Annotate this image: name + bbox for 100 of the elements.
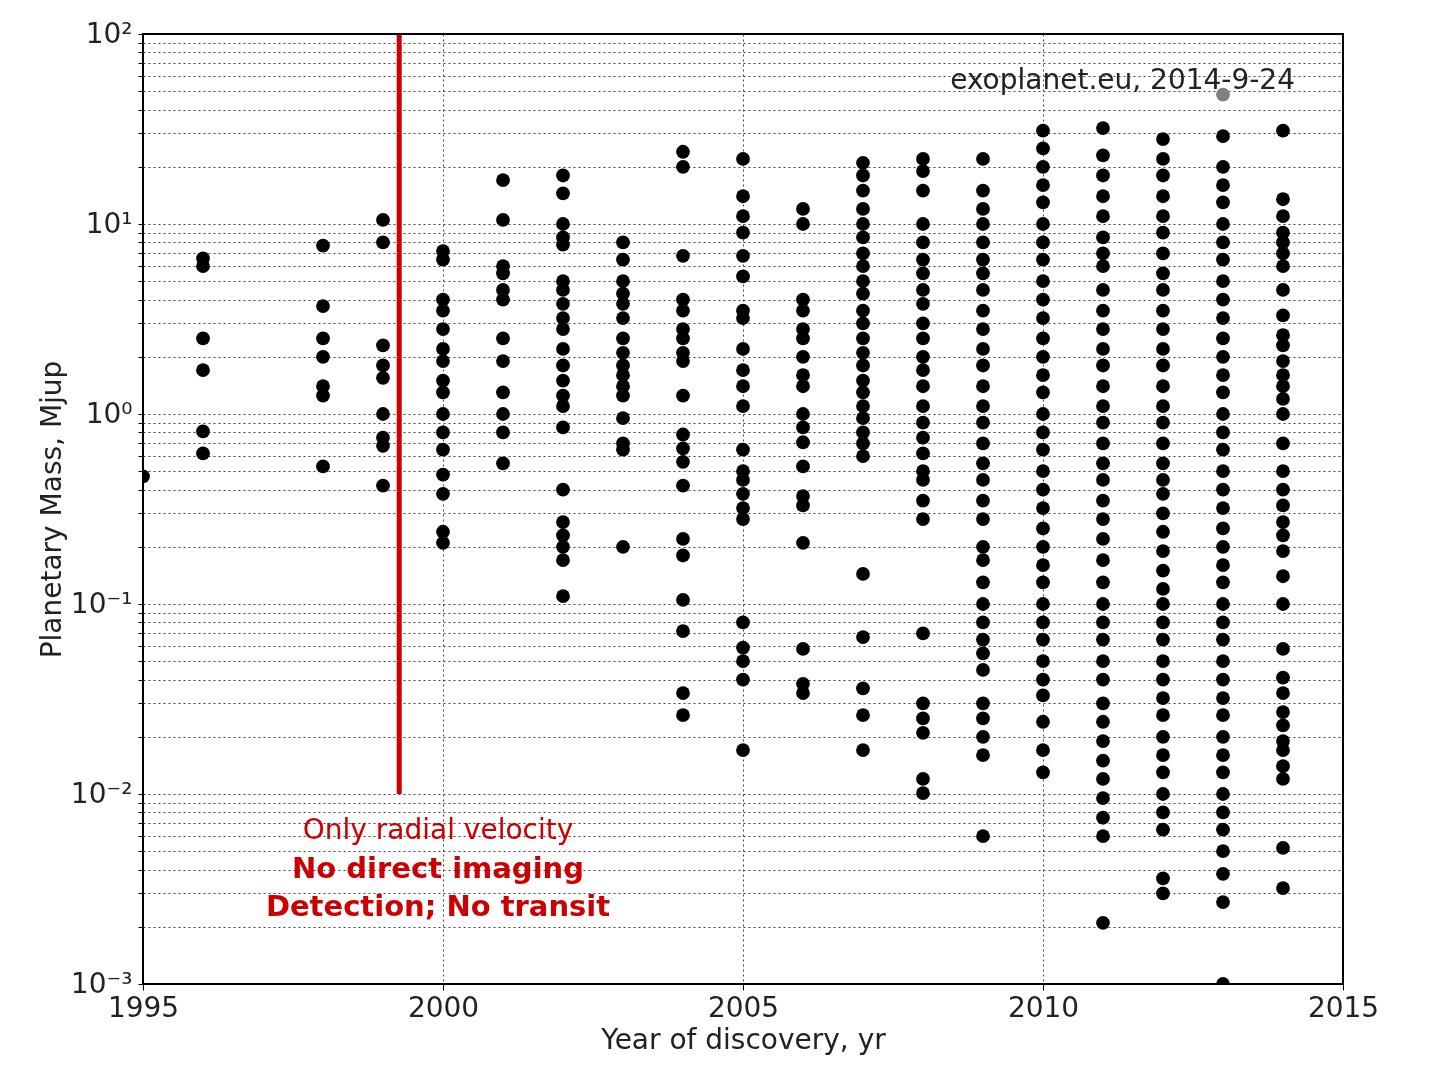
point: [436, 425, 450, 440]
point: [856, 681, 870, 696]
point: [1276, 686, 1290, 700]
point: [1216, 844, 1230, 859]
point: [1156, 822, 1170, 837]
point: [1156, 886, 1170, 901]
point: [1216, 765, 1230, 780]
point: [1156, 379, 1170, 394]
point: [616, 311, 630, 325]
annotation: Detection; No transit: [265, 889, 611, 923]
point: [1276, 464, 1290, 479]
point: [976, 415, 990, 430]
point: [796, 379, 810, 394]
point: [856, 202, 870, 216]
point: [916, 772, 930, 786]
point: [1036, 349, 1050, 364]
point: [676, 454, 690, 469]
point: [856, 303, 870, 318]
point: [976, 266, 990, 281]
point: [976, 436, 990, 451]
point: [496, 292, 510, 307]
point: [196, 446, 210, 461]
point: [556, 515, 570, 529]
point: [856, 316, 870, 331]
point: [856, 425, 870, 440]
point: [496, 213, 510, 227]
y-tick-label: 10⁰: [85, 396, 133, 430]
point: [856, 230, 870, 245]
point: [1036, 521, 1050, 536]
point: [916, 266, 930, 281]
point: [1096, 121, 1110, 135]
point: [1216, 691, 1230, 705]
point: [736, 640, 750, 655]
point: [976, 358, 990, 373]
point: [736, 342, 750, 356]
point: [1036, 159, 1050, 174]
point: [1216, 632, 1230, 647]
point: [676, 548, 690, 563]
point: [676, 532, 690, 546]
point: [556, 399, 570, 414]
point: [1156, 358, 1170, 373]
point: [1156, 473, 1170, 487]
point: [1216, 292, 1230, 307]
point: [436, 303, 450, 318]
point: [1096, 512, 1110, 526]
point: [556, 217, 570, 231]
point: [1216, 805, 1230, 820]
point: [556, 553, 570, 568]
point: [1096, 230, 1110, 245]
point: [376, 213, 390, 227]
point: [676, 593, 690, 607]
point: [556, 373, 570, 388]
point: [1036, 615, 1050, 630]
x-tick-label: 2010: [1007, 990, 1080, 1024]
point: [1036, 141, 1050, 156]
point: [376, 235, 390, 250]
point: [1156, 415, 1170, 430]
point: [736, 225, 750, 240]
point: [1216, 159, 1230, 174]
point: [1096, 553, 1110, 568]
point: [856, 274, 870, 289]
point: [436, 535, 450, 550]
point: [676, 478, 690, 493]
point: [1036, 274, 1050, 289]
point: [1156, 342, 1170, 356]
point: [1096, 829, 1110, 844]
point: [736, 209, 750, 224]
point: [1156, 544, 1170, 558]
point: [376, 370, 390, 385]
point: [616, 539, 630, 554]
point: [856, 358, 870, 373]
point: [1156, 486, 1170, 501]
point: [1036, 235, 1050, 250]
point: [796, 420, 810, 435]
point: [856, 373, 870, 388]
point: [1216, 129, 1230, 144]
point: [1276, 308, 1290, 323]
point: [976, 473, 990, 487]
point: [1036, 385, 1050, 400]
point: [1216, 482, 1230, 497]
point: [1096, 714, 1110, 729]
point: [676, 144, 690, 159]
point: [496, 331, 510, 346]
point: [676, 441, 690, 456]
point: [1216, 895, 1230, 909]
point: [1216, 539, 1230, 554]
point: [796, 535, 810, 550]
point: [1156, 708, 1170, 723]
point: [916, 512, 930, 526]
point: [916, 696, 930, 711]
point: [1156, 672, 1170, 687]
point: [616, 411, 630, 426]
point: [1276, 482, 1290, 497]
point: [1156, 168, 1170, 183]
point: [976, 252, 990, 267]
point: [1276, 259, 1290, 274]
point: [916, 183, 930, 198]
point: [1156, 152, 1170, 166]
point: [196, 331, 210, 346]
point: [976, 632, 990, 647]
